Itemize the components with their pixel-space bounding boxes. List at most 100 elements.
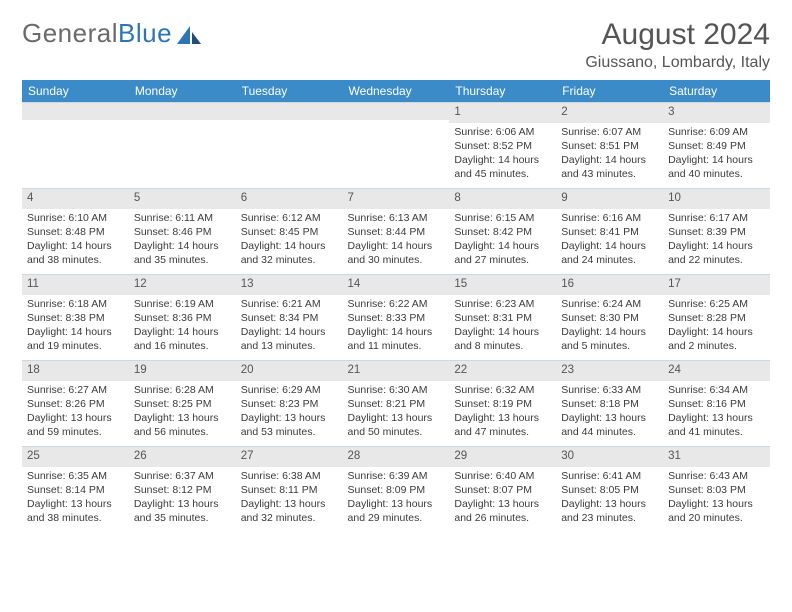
calendar-day-cell: 13Sunrise: 6:21 AM Sunset: 8:34 PM Dayli…: [236, 274, 343, 360]
calendar-day-cell: 14Sunrise: 6:22 AM Sunset: 8:33 PM Dayli…: [343, 274, 450, 360]
day-number: 11: [22, 274, 129, 295]
day-number: [129, 102, 236, 120]
day-number: 30: [556, 446, 663, 467]
weekday-header-row: Sunday Monday Tuesday Wednesday Thursday…: [22, 80, 770, 102]
day-details: Sunrise: 6:41 AM Sunset: 8:05 PM Dayligh…: [556, 467, 663, 530]
day-number: 14: [343, 274, 450, 295]
calendar-day-cell: [236, 102, 343, 188]
calendar-day-cell: [22, 102, 129, 188]
day-number: 26: [129, 446, 236, 467]
calendar-day-cell: 30Sunrise: 6:41 AM Sunset: 8:05 PM Dayli…: [556, 446, 663, 532]
day-details: [236, 120, 343, 126]
calendar-day-cell: 17Sunrise: 6:25 AM Sunset: 8:28 PM Dayli…: [663, 274, 770, 360]
calendar-day-cell: [129, 102, 236, 188]
calendar-day-cell: 25Sunrise: 6:35 AM Sunset: 8:14 PM Dayli…: [22, 446, 129, 532]
weekday-col: Friday: [556, 80, 663, 102]
calendar-day-cell: 21Sunrise: 6:30 AM Sunset: 8:21 PM Dayli…: [343, 360, 450, 446]
calendar-grid: Sunday Monday Tuesday Wednesday Thursday…: [22, 80, 770, 532]
calendar-day-cell: 23Sunrise: 6:33 AM Sunset: 8:18 PM Dayli…: [556, 360, 663, 446]
day-number: 31: [663, 446, 770, 467]
calendar-day-cell: 11Sunrise: 6:18 AM Sunset: 8:38 PM Dayli…: [22, 274, 129, 360]
calendar-day-cell: 29Sunrise: 6:40 AM Sunset: 8:07 PM Dayli…: [449, 446, 556, 532]
day-details: Sunrise: 6:22 AM Sunset: 8:33 PM Dayligh…: [343, 295, 450, 358]
weekday-col: Tuesday: [236, 80, 343, 102]
page-title: August 2024: [585, 18, 770, 52]
calendar-day-cell: 15Sunrise: 6:23 AM Sunset: 8:31 PM Dayli…: [449, 274, 556, 360]
day-details: Sunrise: 6:34 AM Sunset: 8:16 PM Dayligh…: [663, 381, 770, 444]
day-details: Sunrise: 6:07 AM Sunset: 8:51 PM Dayligh…: [556, 123, 663, 186]
day-number: 2: [556, 102, 663, 123]
calendar-day-cell: 24Sunrise: 6:34 AM Sunset: 8:16 PM Dayli…: [663, 360, 770, 446]
calendar-day-cell: 1Sunrise: 6:06 AM Sunset: 8:52 PM Daylig…: [449, 102, 556, 188]
day-details: Sunrise: 6:40 AM Sunset: 8:07 PM Dayligh…: [449, 467, 556, 530]
calendar-day-cell: 9Sunrise: 6:16 AM Sunset: 8:41 PM Daylig…: [556, 188, 663, 274]
day-number: 6: [236, 188, 343, 209]
calendar-day-cell: 19Sunrise: 6:28 AM Sunset: 8:25 PM Dayli…: [129, 360, 236, 446]
day-number: 17: [663, 274, 770, 295]
day-details: Sunrise: 6:30 AM Sunset: 8:21 PM Dayligh…: [343, 381, 450, 444]
calendar-week-row: 11Sunrise: 6:18 AM Sunset: 8:38 PM Dayli…: [22, 274, 770, 360]
header: GeneralBlue August 2024 Giussano, Lombar…: [22, 18, 770, 72]
day-number: 3: [663, 102, 770, 123]
day-details: Sunrise: 6:23 AM Sunset: 8:31 PM Dayligh…: [449, 295, 556, 358]
day-number: [343, 102, 450, 120]
day-details: Sunrise: 6:25 AM Sunset: 8:28 PM Dayligh…: [663, 295, 770, 358]
day-details: Sunrise: 6:24 AM Sunset: 8:30 PM Dayligh…: [556, 295, 663, 358]
calendar-day-cell: [343, 102, 450, 188]
calendar-day-cell: 8Sunrise: 6:15 AM Sunset: 8:42 PM Daylig…: [449, 188, 556, 274]
day-number: 18: [22, 360, 129, 381]
day-number: 21: [343, 360, 450, 381]
calendar-day-cell: 5Sunrise: 6:11 AM Sunset: 8:46 PM Daylig…: [129, 188, 236, 274]
calendar-page: GeneralBlue August 2024 Giussano, Lombar…: [0, 0, 792, 550]
calendar-day-cell: 6Sunrise: 6:12 AM Sunset: 8:45 PM Daylig…: [236, 188, 343, 274]
day-number: 10: [663, 188, 770, 209]
weekday-col: Thursday: [449, 80, 556, 102]
day-details: Sunrise: 6:39 AM Sunset: 8:09 PM Dayligh…: [343, 467, 450, 530]
day-details: Sunrise: 6:33 AM Sunset: 8:18 PM Dayligh…: [556, 381, 663, 444]
calendar-day-cell: 20Sunrise: 6:29 AM Sunset: 8:23 PM Dayli…: [236, 360, 343, 446]
calendar-day-cell: 12Sunrise: 6:19 AM Sunset: 8:36 PM Dayli…: [129, 274, 236, 360]
day-number: [236, 102, 343, 120]
calendar-day-cell: 4Sunrise: 6:10 AM Sunset: 8:48 PM Daylig…: [22, 188, 129, 274]
calendar-week-row: 18Sunrise: 6:27 AM Sunset: 8:26 PM Dayli…: [22, 360, 770, 446]
day-details: Sunrise: 6:06 AM Sunset: 8:52 PM Dayligh…: [449, 123, 556, 186]
day-number: 23: [556, 360, 663, 381]
calendar-week-row: 1Sunrise: 6:06 AM Sunset: 8:52 PM Daylig…: [22, 102, 770, 188]
day-details: Sunrise: 6:19 AM Sunset: 8:36 PM Dayligh…: [129, 295, 236, 358]
day-details: Sunrise: 6:13 AM Sunset: 8:44 PM Dayligh…: [343, 209, 450, 272]
calendar-day-cell: 28Sunrise: 6:39 AM Sunset: 8:09 PM Dayli…: [343, 446, 450, 532]
day-number: 19: [129, 360, 236, 381]
day-number: 20: [236, 360, 343, 381]
day-details: Sunrise: 6:17 AM Sunset: 8:39 PM Dayligh…: [663, 209, 770, 272]
day-details: [343, 120, 450, 126]
day-details: Sunrise: 6:32 AM Sunset: 8:19 PM Dayligh…: [449, 381, 556, 444]
day-details: Sunrise: 6:29 AM Sunset: 8:23 PM Dayligh…: [236, 381, 343, 444]
day-number: 13: [236, 274, 343, 295]
day-number: 4: [22, 188, 129, 209]
day-details: Sunrise: 6:15 AM Sunset: 8:42 PM Dayligh…: [449, 209, 556, 272]
day-details: Sunrise: 6:16 AM Sunset: 8:41 PM Dayligh…: [556, 209, 663, 272]
weekday-col: Saturday: [663, 80, 770, 102]
day-details: Sunrise: 6:10 AM Sunset: 8:48 PM Dayligh…: [22, 209, 129, 272]
day-number: 7: [343, 188, 450, 209]
day-details: Sunrise: 6:11 AM Sunset: 8:46 PM Dayligh…: [129, 209, 236, 272]
calendar-day-cell: 27Sunrise: 6:38 AM Sunset: 8:11 PM Dayli…: [236, 446, 343, 532]
weekday-col: Sunday: [22, 80, 129, 102]
day-details: Sunrise: 6:27 AM Sunset: 8:26 PM Dayligh…: [22, 381, 129, 444]
calendar-day-cell: 2Sunrise: 6:07 AM Sunset: 8:51 PM Daylig…: [556, 102, 663, 188]
calendar-day-cell: 7Sunrise: 6:13 AM Sunset: 8:44 PM Daylig…: [343, 188, 450, 274]
calendar-day-cell: 16Sunrise: 6:24 AM Sunset: 8:30 PM Dayli…: [556, 274, 663, 360]
logo: GeneralBlue: [22, 18, 202, 49]
day-details: Sunrise: 6:38 AM Sunset: 8:11 PM Dayligh…: [236, 467, 343, 530]
calendar-day-cell: 26Sunrise: 6:37 AM Sunset: 8:12 PM Dayli…: [129, 446, 236, 532]
day-number: 16: [556, 274, 663, 295]
day-details: Sunrise: 6:09 AM Sunset: 8:49 PM Dayligh…: [663, 123, 770, 186]
day-number: 8: [449, 188, 556, 209]
day-number: 27: [236, 446, 343, 467]
calendar-day-cell: 3Sunrise: 6:09 AM Sunset: 8:49 PM Daylig…: [663, 102, 770, 188]
day-details: Sunrise: 6:28 AM Sunset: 8:25 PM Dayligh…: [129, 381, 236, 444]
day-details: Sunrise: 6:21 AM Sunset: 8:34 PM Dayligh…: [236, 295, 343, 358]
day-number: 12: [129, 274, 236, 295]
calendar-day-cell: 10Sunrise: 6:17 AM Sunset: 8:39 PM Dayli…: [663, 188, 770, 274]
day-number: 9: [556, 188, 663, 209]
